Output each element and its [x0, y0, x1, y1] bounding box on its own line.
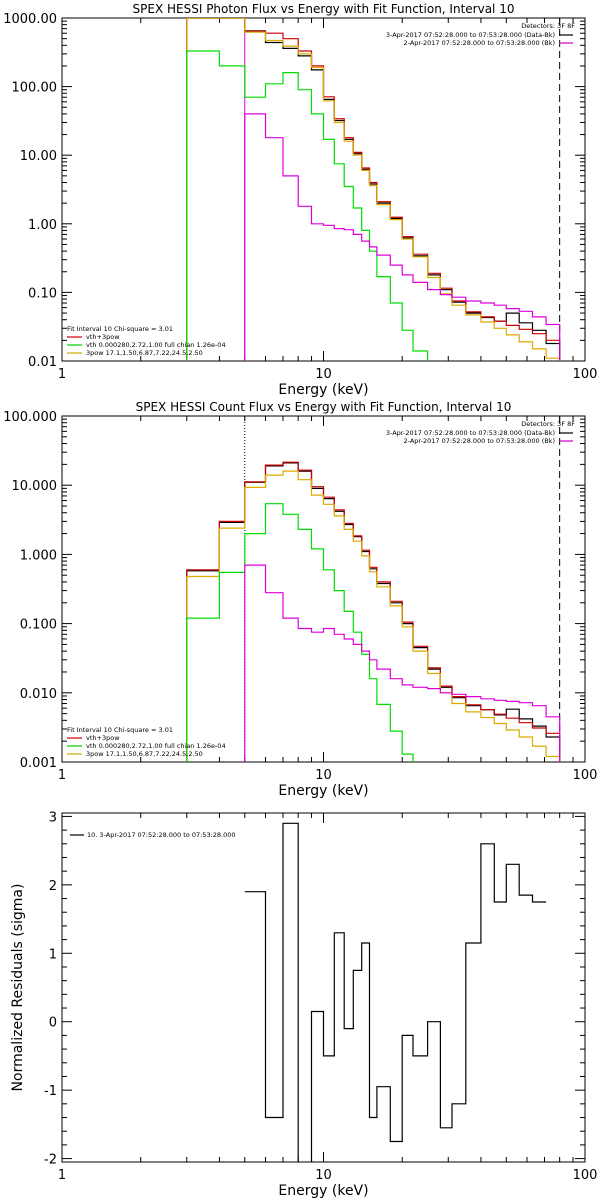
- y-axis: 3 2 1 0 -1 -2 Normalized Residuals (sigma): [10, 810, 585, 1168]
- y-tick-label: 1.00: [28, 218, 57, 233]
- chart-title: SPEX HESSI Count Flux vs Energy with Fit…: [136, 400, 512, 414]
- series-line-3: [186, 470, 561, 762]
- y-tick-label: 0.001: [20, 756, 57, 771]
- legend-entry-label: 10. 3-Apr-2017 07:52:28.000 to 07:53:28.…: [87, 831, 236, 839]
- series-line-3: [186, 18, 561, 361]
- x-axis: 1 10 100 Energy (keV): [58, 813, 598, 1199]
- series-line-2: [186, 18, 561, 361]
- y-axis-label: Normalized Residuals (sigma): [10, 884, 26, 1092]
- x-axis: 1 10 100 Energy (keV): [58, 416, 598, 799]
- x-tick-label: 100: [573, 367, 598, 382]
- series-line-1: [186, 462, 561, 762]
- chart-panel-2: SPEX HESSI Count Flux vs Energy with Fit…: [3, 400, 598, 799]
- x-tick-label: 1: [58, 367, 66, 382]
- x-tick-label: 1: [58, 768, 66, 783]
- legend-entry-label: vth 0.000280,2.72,1.00 full chian 1.26e-…: [86, 341, 226, 349]
- x-axis-label: Energy (keV): [278, 382, 368, 398]
- legend-right: Detectors: 3F 8F3-Apr-2017 07:52:28.000 …: [386, 420, 575, 445]
- y-tick-label: 1.000: [20, 548, 57, 563]
- series-line-1: [186, 18, 561, 361]
- y-tick-label: 10.000: [12, 479, 58, 494]
- legend-left: Fit Interval 10 Chi-square = 3.01vth+3po…: [67, 325, 226, 357]
- legend-title: Detectors: 3F 8F: [521, 420, 575, 428]
- legend-left: 10. 3-Apr-2017 07:52:28.000 to 07:53:28.…: [70, 831, 236, 839]
- legend-entry-label: vth 0.000280,2.72,1.00 full chian 1.26e-…: [86, 742, 226, 750]
- y-tick-label: -2: [44, 1153, 57, 1168]
- y-tick-label: 0.010: [20, 687, 57, 702]
- chart-panel-1: SPEX HESSI Photon Flux vs Energy with Fi…: [3, 2, 598, 398]
- y-axis: 100.000 10.000 1.000 0.100 0.010 0.001: [3, 410, 585, 771]
- y-tick-label: 100.000: [3, 410, 57, 425]
- legend-header: Fit Interval 10 Chi-square = 3.01: [67, 325, 173, 333]
- legend-entry-label: vth+3pow: [86, 333, 120, 341]
- series-line-4: [186, 503, 414, 762]
- x-axis-label: Energy (keV): [278, 783, 368, 799]
- y-tick-label: 1: [49, 947, 57, 962]
- legend-entry-label: 3pow 17.1,1.50,6.87,7.22,24.5,2.50: [86, 750, 203, 758]
- legend-right: Detectors: 3F 8F3-Apr-2017 07:52:28.000 …: [386, 22, 575, 47]
- x-tick-label: 100: [573, 1168, 598, 1183]
- x-tick-label: 10: [315, 768, 332, 783]
- series-line-5: [244, 564, 561, 762]
- y-tick-label: 0.100: [20, 618, 57, 633]
- chart-title: SPEX HESSI Photon Flux vs Energy with Fi…: [133, 2, 515, 16]
- legend-entry-label: 3-Apr-2017 07:52:28.000 to 07:53:28.000 …: [386, 31, 555, 39]
- series-line-5: [244, 113, 561, 361]
- x-tick-label: 1: [58, 1168, 66, 1183]
- y-axis: 1000.00 100.00 10.00 1.00 0.10 0.01: [3, 12, 585, 370]
- y-tick-label: 2: [49, 879, 57, 894]
- legend-header: Fit Interval 10 Chi-square = 3.01: [67, 726, 173, 734]
- y-tick-label: 1000.00: [3, 12, 57, 27]
- y-tick-label: 0.01: [28, 355, 57, 370]
- y-tick-label: 3: [49, 810, 57, 825]
- series-line-2: [186, 461, 561, 762]
- series-group: [186, 18, 561, 361]
- y-tick-label: 0.10: [28, 286, 57, 301]
- x-tick-label: 10: [315, 1168, 332, 1183]
- legend-left: Fit Interval 10 Chi-square = 3.01vth+3po…: [67, 726, 226, 758]
- y-tick-label: 100.00: [12, 81, 58, 96]
- legend-entry-label: vth+3pow: [86, 734, 120, 742]
- y-tick-label: 10.00: [20, 149, 57, 164]
- legend-entry-label: 2-Apr-2017 07:52:28.000 to 07:53:28.000 …: [404, 39, 555, 47]
- series-line-4: [186, 50, 429, 361]
- legend-entry-label: 3pow 17.1,1.50,6.87,7.22,24.5,2.50: [86, 349, 203, 357]
- x-tick-label: 100: [573, 768, 598, 783]
- series-group: [186, 461, 561, 762]
- x-tick-label: 10: [315, 367, 332, 382]
- legend-entry-label: 2-Apr-2017 07:52:28.000 to 07:53:28.000 …: [404, 437, 555, 445]
- legend-title: Detectors: 3F 8F: [521, 22, 575, 30]
- x-axis-label: Energy (keV): [278, 1183, 368, 1199]
- legend-entry-label: 3-Apr-2017 07:52:28.000 to 07:53:28.000 …: [386, 429, 555, 437]
- series-line-1: [244, 822, 547, 1162]
- y-tick-label: 0: [49, 1016, 57, 1031]
- x-axis: 1 10 100 Energy (keV): [58, 18, 598, 398]
- series-group: [244, 822, 547, 1162]
- y-tick-label: -1: [44, 1084, 57, 1099]
